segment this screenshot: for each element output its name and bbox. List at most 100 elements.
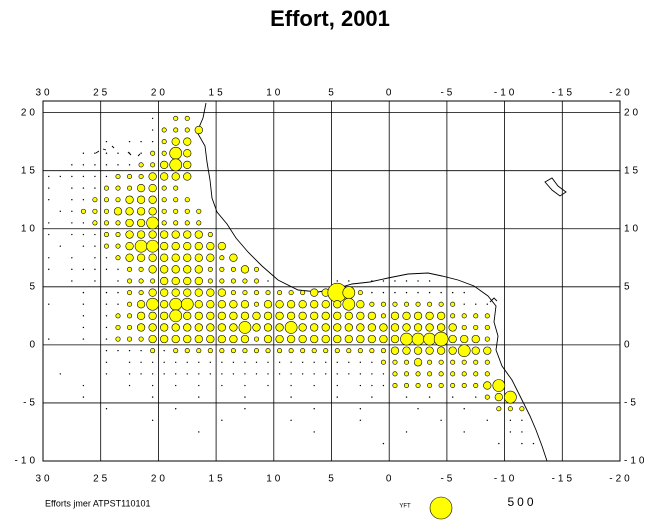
effort-bubble	[105, 268, 108, 271]
effort-bubble	[183, 323, 192, 332]
effort-bubble	[390, 323, 400, 332]
effort-bubble	[198, 361, 200, 363]
effort-bubble	[471, 334, 480, 344]
effort-bubble	[242, 290, 248, 296]
effort-bubble	[127, 173, 133, 179]
effort-bubble	[369, 348, 375, 354]
effort-bubble	[196, 208, 202, 214]
effort-bubble	[206, 242, 215, 251]
effort-bubble	[425, 346, 434, 355]
effort-bubble	[115, 255, 121, 261]
effort-bubble	[219, 266, 225, 272]
effort-bubble	[359, 373, 362, 375]
effort-bubble	[148, 230, 157, 239]
effort-bubble	[423, 332, 436, 346]
effort-bubble	[402, 346, 411, 355]
effort-bubble	[253, 290, 259, 296]
effort-bubble	[310, 311, 319, 320]
effort-bubble	[496, 406, 502, 412]
effort-bubble	[148, 253, 157, 262]
effort-bubble	[336, 361, 338, 363]
effort-bubble	[230, 266, 236, 272]
effort-bubble	[450, 371, 456, 377]
effort-bubble	[163, 373, 165, 375]
effort-bubble	[71, 268, 73, 271]
effort-bubble	[379, 323, 388, 332]
effort-bubble	[105, 326, 108, 329]
effort-bubble	[219, 278, 225, 284]
effort-bubble	[473, 359, 479, 365]
y-tick-label: -5	[624, 398, 639, 409]
effort-bubble	[198, 396, 200, 398]
effort-bubble	[298, 311, 307, 320]
effort-bubble	[346, 348, 352, 354]
effort-bubble	[194, 125, 203, 135]
effort-bubble	[356, 323, 365, 332]
effort-bubble	[134, 239, 148, 253]
effort-bubble	[284, 321, 298, 334]
effort-bubble	[82, 164, 85, 166]
effort-bubble	[427, 359, 433, 365]
effort-bubble	[82, 222, 85, 224]
effort-bubble	[367, 311, 377, 320]
effort-bubble	[115, 324, 121, 330]
effort-bubble	[325, 373, 327, 375]
effort-bubble	[161, 197, 167, 203]
effort-bubble	[392, 359, 398, 365]
effort-bubble	[371, 291, 373, 294]
effort-bubble	[103, 185, 109, 191]
effort-bubble	[125, 218, 134, 228]
effort-bubble	[240, 311, 250, 320]
effort-bubble	[82, 199, 85, 201]
effort-bubble	[463, 303, 465, 305]
effort-bubble	[263, 334, 273, 344]
effort-bubble	[173, 208, 179, 214]
effort-bubble	[451, 291, 454, 294]
effort-bubble	[509, 419, 512, 422]
effort-bubble	[82, 291, 85, 294]
effort-bubble	[313, 431, 315, 433]
effort-bubble	[484, 359, 490, 365]
effort-bubble	[438, 383, 444, 389]
effort-bubble	[286, 300, 296, 309]
effort-bubble	[348, 373, 350, 375]
effort-bubble	[48, 199, 50, 201]
effort-bubble	[321, 334, 330, 344]
effort-bubble	[160, 230, 169, 239]
effort-bubble	[183, 276, 192, 286]
effort-bubble	[103, 232, 109, 238]
effort-bubble	[463, 431, 465, 433]
effort-bubble	[94, 257, 96, 259]
effort-bubble	[229, 253, 238, 262]
effort-bubble	[113, 207, 123, 216]
y-tick-label: 10	[21, 223, 38, 234]
effort-bubble	[217, 288, 226, 297]
effort-bubble	[402, 323, 411, 332]
y-tick-label: -5	[23, 398, 38, 409]
x-tick-label: 25	[93, 474, 110, 485]
effort-bubble	[219, 255, 225, 261]
islands	[95, 145, 141, 157]
effort-bubble	[417, 408, 419, 410]
effort-bubble	[183, 160, 192, 169]
effort-bubble	[404, 359, 410, 365]
effort-bubble	[160, 276, 169, 286]
effort-bubble	[71, 187, 73, 189]
effort-bubble	[105, 373, 108, 375]
effort-bubble	[127, 313, 133, 319]
effort-bubble	[461, 324, 467, 330]
effort-bubble	[161, 208, 167, 214]
legend-label: YFT	[399, 504, 411, 510]
x-tick-label: 30	[35, 474, 52, 485]
effort-bubble	[171, 137, 180, 146]
effort-bubble	[82, 187, 85, 189]
effort-bubble	[115, 220, 121, 226]
effort-bubble	[221, 419, 223, 422]
footer: Efforts jmer ATPST110101	[45, 498, 151, 508]
effort-bubble	[344, 334, 353, 344]
effort-bubble	[313, 384, 315, 387]
effort-bubble	[148, 207, 157, 216]
effort-bubble	[150, 278, 156, 284]
effort-bubble	[484, 313, 490, 319]
effort-bubble	[405, 291, 408, 294]
